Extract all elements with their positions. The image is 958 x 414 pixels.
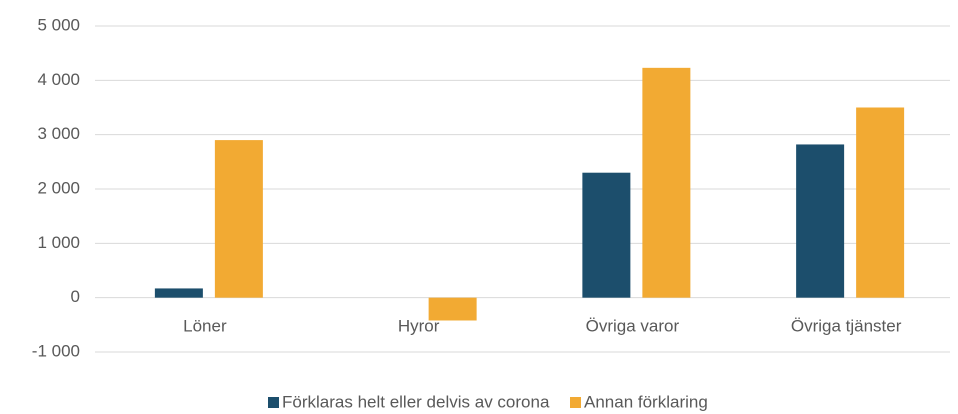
legend-swatch bbox=[268, 397, 279, 408]
y-tick-label: 5 000 bbox=[37, 15, 80, 34]
y-tick-label: 0 bbox=[71, 287, 80, 306]
x-tick-label: Övriga tjänster bbox=[791, 316, 902, 335]
y-tick-label: 2 000 bbox=[37, 178, 80, 197]
legend-label: Förklaras helt eller delvis av corona bbox=[282, 392, 550, 411]
bar bbox=[428, 297, 477, 321]
y-tick-label: 1 000 bbox=[37, 233, 80, 252]
legend-swatch bbox=[570, 397, 581, 408]
legend-label: Annan förklaring bbox=[584, 392, 708, 411]
bar bbox=[642, 67, 691, 298]
bar bbox=[582, 172, 631, 298]
x-tick-label: Övriga varor bbox=[586, 316, 680, 335]
x-tick-label: Löner bbox=[183, 316, 227, 335]
y-tick-label: 4 000 bbox=[37, 70, 80, 89]
bar bbox=[214, 140, 263, 298]
y-tick-label: -1 000 bbox=[32, 341, 80, 360]
y-tick-label: 3 000 bbox=[37, 124, 80, 143]
bar bbox=[796, 144, 845, 298]
bar bbox=[856, 107, 905, 298]
x-tick-label: Hyror bbox=[398, 316, 440, 335]
bar bbox=[154, 288, 203, 298]
